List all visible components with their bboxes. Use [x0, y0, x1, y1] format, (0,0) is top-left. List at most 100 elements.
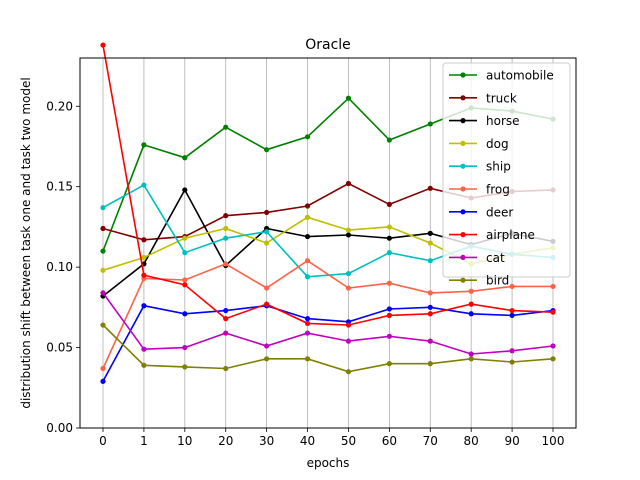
data-point-dog	[182, 235, 188, 241]
data-point-horse	[386, 235, 392, 241]
data-point-frog	[427, 290, 433, 296]
data-point-ship	[182, 250, 188, 256]
legend-label: cat	[486, 251, 505, 265]
data-point-deer	[304, 316, 311, 322]
data-point-truck	[345, 180, 352, 187]
data-point-airplane	[304, 320, 311, 327]
data-point-frog	[550, 283, 556, 290]
data-point-bird	[223, 365, 229, 372]
data-point-cat	[264, 343, 270, 349]
data-point-frog	[182, 277, 188, 283]
data-point-dog	[427, 240, 433, 246]
data-point-horse	[304, 233, 311, 240]
legend-label: frog	[486, 183, 510, 197]
data-point-frog	[264, 285, 270, 291]
legend-marker	[460, 186, 466, 192]
data-point-deer	[223, 307, 229, 314]
data-point-ship	[100, 205, 106, 211]
legend-item-deer: deer	[449, 205, 513, 219]
x-tick-label: 0	[99, 434, 107, 448]
data-point-deer	[141, 303, 147, 309]
data-point-cat	[550, 343, 556, 349]
data-point-automobile	[427, 121, 433, 127]
data-point-truck	[386, 201, 392, 207]
x-axis-label: epochs	[307, 456, 350, 470]
data-point-deer	[386, 306, 392, 312]
data-point-horse	[345, 232, 352, 238]
data-point-automobile	[304, 134, 311, 140]
data-point-airplane	[345, 322, 352, 328]
series-line-frog	[102, 259, 553, 369]
data-point-ship	[264, 229, 270, 235]
legend-marker	[460, 232, 466, 238]
legend-label: airplane	[486, 228, 535, 242]
data-point-cat	[182, 344, 188, 351]
data-point-frog	[386, 280, 392, 286]
data-point-deer	[427, 304, 433, 310]
legend-item-dog: dog	[449, 137, 509, 151]
data-point-dog	[141, 254, 147, 261]
data-point-cat	[509, 348, 515, 354]
x-tick-label: 40	[300, 434, 315, 448]
y-tick-label: 0.15	[46, 180, 73, 194]
data-point-airplane	[427, 311, 433, 317]
data-point-dog	[386, 224, 392, 230]
data-point-airplane	[550, 309, 556, 315]
data-point-truck	[141, 237, 147, 243]
legend-item-frog: frog	[449, 183, 510, 197]
plot-frame	[79, 57, 577, 429]
legend-label: horse	[486, 114, 520, 128]
data-point-ship	[345, 270, 352, 277]
y-axis: 0.00 0.05 0.10 0.15 0.20	[46, 99, 80, 435]
data-point-airplane	[223, 316, 229, 322]
y-axis-label: distribution shift between task one and …	[19, 77, 33, 408]
x-tick-label: 70	[423, 434, 438, 448]
y-tick-label: 0.05	[46, 341, 73, 355]
legend: automobile truck horse dog ship frog deer airpl…	[442, 62, 571, 288]
legend-label: truck	[486, 91, 517, 105]
data-point-automobile	[386, 137, 392, 143]
data-point-airplane	[141, 272, 147, 278]
legend-marker	[460, 72, 466, 78]
series-layer	[100, 42, 556, 384]
data-point-bird	[386, 361, 392, 367]
data-point-dog	[223, 225, 229, 232]
legend-marker	[460, 209, 466, 215]
data-point-dog	[345, 227, 352, 233]
y-tick-label: 0.20	[46, 99, 73, 113]
data-point-truck	[100, 225, 106, 232]
series-cat	[100, 290, 556, 357]
legend-label: automobile	[486, 69, 554, 83]
data-point-bird	[345, 369, 352, 375]
legend-item-horse: horse	[449, 114, 520, 128]
data-point-automobile	[182, 155, 188, 161]
series-airplane	[100, 42, 556, 328]
data-point-frog	[223, 261, 229, 267]
data-point-cat	[141, 346, 147, 352]
data-point-airplane	[182, 282, 188, 288]
chart-title: Oracle	[305, 37, 351, 53]
legend-marker	[460, 163, 466, 169]
data-point-deer	[509, 312, 515, 318]
legend-item-truck: truck	[449, 91, 517, 105]
legend-marker	[460, 254, 466, 260]
data-point-bird	[264, 356, 270, 362]
data-point-frog	[345, 285, 352, 291]
data-point-cat	[386, 333, 392, 339]
data-point-frog	[509, 283, 515, 290]
data-point-cat	[427, 338, 433, 344]
data-point-dog	[264, 240, 270, 246]
series-line-cat	[102, 292, 554, 355]
x-tick-label: 50	[341, 434, 356, 448]
data-point-dog	[100, 267, 106, 273]
y-tick-label: 0.00	[46, 421, 73, 435]
data-point-bird	[427, 361, 433, 367]
legend-item-automobile: automobile	[449, 69, 554, 83]
data-point-ship	[141, 182, 147, 188]
data-point-truck	[223, 213, 229, 219]
data-point-horse	[182, 187, 188, 193]
data-point-automobile	[264, 147, 270, 153]
legend-box	[442, 62, 571, 278]
data-point-airplane	[100, 42, 106, 48]
